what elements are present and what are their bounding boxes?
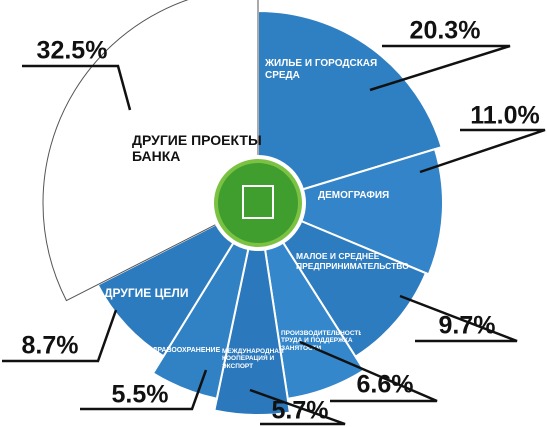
slice-label-text: ДРУГИЕ ПРОЕКТЫ БАНКА bbox=[132, 132, 262, 165]
slice-label: ДРУГИЕ ЦЕЛИ bbox=[104, 287, 189, 300]
value-label: 9.7% bbox=[439, 312, 496, 340]
value-label: 11.0% bbox=[470, 102, 540, 130]
slice-label: МЕЖДУНАРОДНАЯ КООПЕРАЦИЯ И ЭКСПОРТ bbox=[222, 348, 284, 370]
pie-slice bbox=[96, 200, 261, 358]
pie-slice bbox=[255, 200, 428, 359]
value-label: 6.6% bbox=[357, 371, 414, 399]
leader-line bbox=[369, 44, 511, 92]
slice-label-text: ПРОИЗВОДИТЕЛЬНОСТЬ ТРУДА И ПОДДЕРЖКА ЗАН… bbox=[281, 330, 361, 352]
slice-label: ПРОИЗВОДИТЕЛЬНОСТЬ ТРУДА И ПОДДЕРЖКА ЗАН… bbox=[281, 330, 361, 352]
slice-label-text: ДРУГИЕ ЦЕЛИ bbox=[104, 287, 189, 300]
slice-label-text: МАЛОЕ И СРЕДНЕЕ ПРЕДПРИНИМАТЕЛЬСТВО bbox=[296, 252, 409, 271]
leader-line bbox=[2, 309, 118, 363]
leader-line bbox=[22, 64, 132, 111]
slice-label: ЗДРАВООХРАНЕНИЕ bbox=[148, 347, 221, 354]
pie-slice bbox=[42, 0, 259, 302]
slice-label-text: ЖИЛЬЕ И ГОРОДСКАЯ СРЕДА bbox=[265, 58, 378, 81]
center-emblem bbox=[214, 159, 302, 247]
leader-line bbox=[249, 388, 346, 426]
slice-label-text: МЕЖДУНАРОДНАЯ КООПЕРАЦИЯ И ЭКСПОРТ bbox=[222, 348, 284, 370]
slice-label: ЖИЛЬЕ И ГОРОДСКАЯ СРЕДА bbox=[265, 58, 378, 81]
value-label: 20.3% bbox=[410, 17, 481, 45]
leader-line bbox=[399, 294, 518, 343]
pie-slice bbox=[257, 9, 443, 205]
center-icon bbox=[242, 185, 274, 219]
pie-slice bbox=[213, 202, 291, 416]
value-label: 5.5% bbox=[112, 381, 169, 409]
value-label: 32.5% bbox=[37, 37, 108, 65]
slice-label: МАЛОЕ И СРЕДНЕЕ ПРЕДПРИНИМАТЕЛЬСТВО bbox=[296, 252, 409, 271]
slice-label: ДЕМОГРАФИЯ bbox=[318, 190, 390, 201]
slice-label-text: ЗДРАВООХРАНЕНИЕ bbox=[148, 347, 221, 354]
slice-label: ДРУГИЕ ПРОЕКТЫ БАНКА bbox=[132, 132, 262, 165]
leader-line bbox=[419, 128, 546, 174]
leader-line bbox=[80, 369, 208, 411]
pie-slice bbox=[255, 147, 444, 276]
leader-line bbox=[299, 340, 438, 403]
slice-label-text: ДЕМОГРАФИЯ bbox=[318, 190, 390, 201]
value-label: 8.7% bbox=[22, 332, 79, 360]
pie-slice bbox=[151, 202, 259, 400]
